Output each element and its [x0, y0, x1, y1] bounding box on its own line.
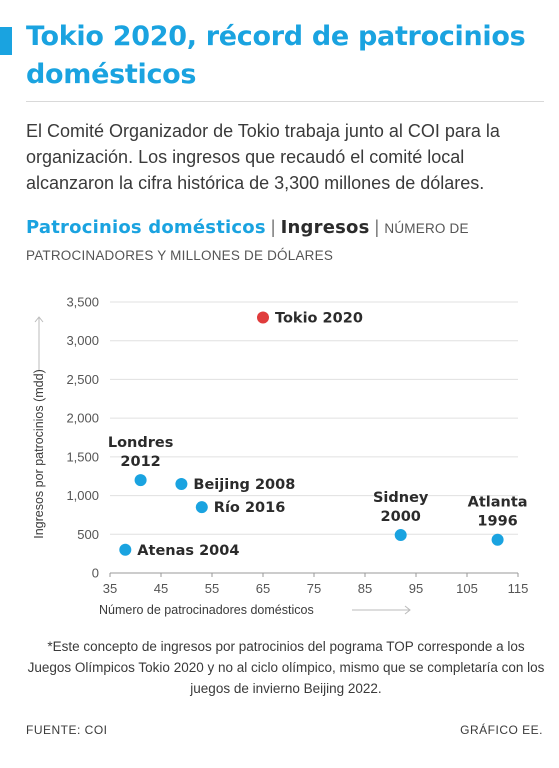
x-tick-label: 115 [508, 581, 529, 596]
point-label: 2000 [381, 509, 421, 525]
chart-axes [109, 572, 519, 577]
title-divider [26, 101, 544, 102]
x-tick-label: 75 [307, 581, 321, 596]
point-label: 1996 [477, 514, 517, 530]
x-tick-label: 85 [358, 581, 372, 596]
y-tick-label: 2,000 [66, 411, 99, 426]
x-axis-arrowhead [404, 605, 411, 615]
y-tick-label: 3,000 [66, 333, 99, 348]
point-label: Atenas 2004 [137, 543, 239, 559]
data-point [195, 501, 208, 514]
data-point [257, 311, 269, 324]
point-label: Río 2016 [214, 500, 286, 516]
x-tick-label: 45 [154, 581, 168, 596]
data-point [119, 543, 132, 556]
lede-paragraph: El Comité Organizador de Tokio trabaja j… [26, 121, 500, 193]
point-label: Sidney [373, 490, 429, 506]
y-tick-label: 0 [92, 566, 99, 581]
data-point [134, 474, 147, 487]
data-points [119, 311, 504, 556]
graphic-credit: GRÁFICO EE. [460, 723, 543, 737]
x-axis-label: Número de patrocinadores domésticos [99, 603, 314, 617]
subhead-separator: | [270, 217, 276, 237]
title-accent-bar [0, 27, 12, 55]
page-title: Tokio 2020, récord de patrocinios domést… [26, 21, 526, 90]
subhead-part3: NÚMERO DE PATROCINADORES Y MILLONES DE D… [26, 221, 469, 263]
y-axis-arrowhead [34, 316, 44, 323]
point-label: Atlanta [468, 495, 528, 511]
y-tick-label: 1,000 [66, 488, 99, 503]
x-tick-label: 35 [103, 581, 117, 596]
data-point [491, 533, 504, 546]
point-label: Tokio 2020 [275, 310, 363, 326]
footnote: *Este concepto de ingresos por patrocini… [27, 639, 545, 696]
y-axis-label: Ingresos por patrocinios (mdd) [32, 369, 46, 539]
chart-grid [110, 301, 518, 535]
x-tick-label: 95 [409, 581, 423, 596]
x-tick-label: 65 [256, 581, 270, 596]
point-label: Beijing 2008 [193, 477, 295, 493]
chart-subhead: Patrocinios domésticos | Ingresos | NÚMERO D… [26, 214, 551, 269]
subhead-part1: Patrocinios domésticos [26, 217, 266, 238]
y-tick-label: 2,500 [66, 372, 99, 387]
point-label: Londres [108, 435, 174, 451]
data-point [175, 477, 188, 490]
y-tick-label: 500 [77, 527, 99, 542]
x-tick-label: 55 [205, 581, 219, 596]
x-tick-label: 105 [456, 581, 478, 596]
point-label: 2012 [120, 454, 160, 470]
x-tick-labels: 35 45 55 65 75 85 95 105 115 [103, 581, 529, 596]
y-tick-label: 3,500 [66, 295, 99, 310]
y-tick-label: 1,500 [66, 449, 99, 464]
scatter-chart: 0 500 1,000 1,500 2,000 2,500 3,000 3,500 35 45 5… [32, 295, 529, 618]
subhead-part2: Ingresos [280, 217, 370, 238]
y-tick-labels: 0 500 1,000 1,500 2,000 2,500 3,000 3,500 [66, 295, 99, 581]
point-labels: Tokio 2020 Londres 2012 Beijing 2008 Río 201… [108, 310, 528, 558]
subhead-separator: | [374, 217, 380, 237]
source-line: FUENTE: COI [26, 723, 108, 737]
data-point [394, 529, 407, 542]
